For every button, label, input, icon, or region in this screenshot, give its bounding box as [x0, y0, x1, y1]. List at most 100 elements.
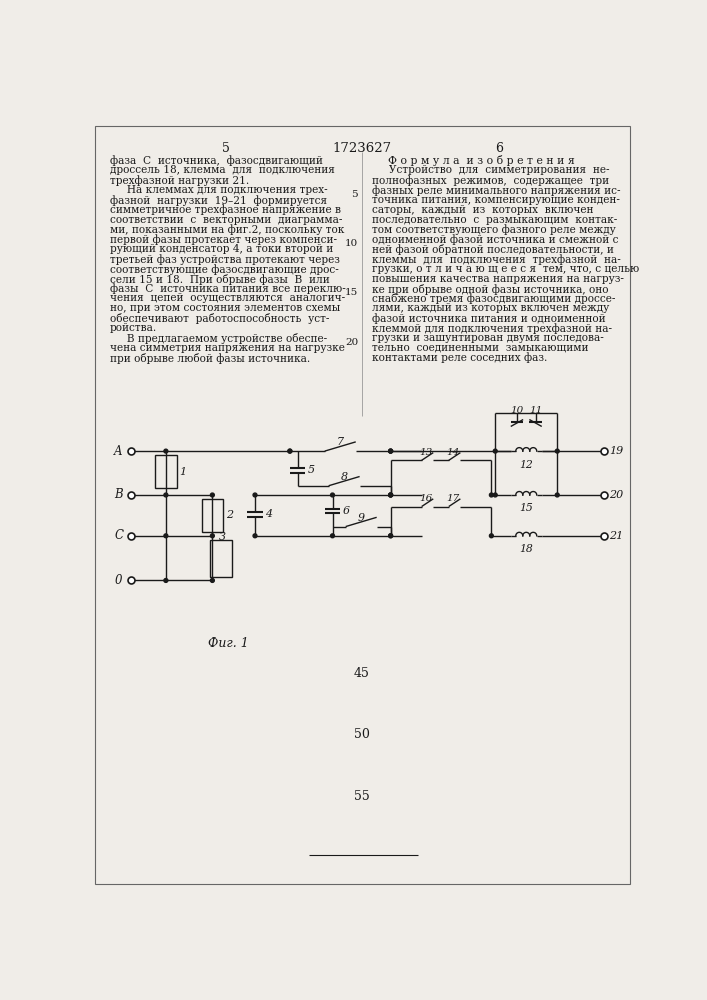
Text: B: B [115, 488, 123, 501]
Text: третьей фаз устройства протекают через: третьей фаз устройства протекают через [110, 254, 340, 265]
Text: 14: 14 [446, 448, 460, 457]
Text: 8: 8 [341, 472, 348, 482]
Circle shape [253, 493, 257, 497]
Text: Ф о р м у л а  и з о б р е т е н и я: Ф о р м у л а и з о б р е т е н и я [388, 155, 575, 166]
Text: ройства.: ройства. [110, 323, 158, 333]
Text: Устройство  для  симметрирования  не-: Устройство для симметрирования не- [372, 165, 609, 175]
Bar [155, 455, 177, 488]
Text: 1723627: 1723627 [332, 142, 392, 155]
Text: первой фазы протекает через компенси-: первой фазы протекает через компенси- [110, 234, 337, 245]
Text: 5: 5 [221, 142, 230, 155]
Text: полнофазных  режимов,  содержащее  три: полнофазных режимов, содержащее три [372, 175, 609, 186]
Text: ней фазой обратной последовательности, и: ней фазой обратной последовательности, и [372, 244, 614, 255]
Text: 45: 45 [354, 667, 370, 680]
Text: 5: 5 [308, 465, 315, 475]
Text: 19: 19 [609, 446, 624, 456]
Text: 5: 5 [351, 190, 358, 199]
Text: 15: 15 [520, 503, 533, 513]
Circle shape [253, 534, 257, 538]
Text: 2: 2 [226, 510, 233, 520]
Text: снабжено тремя фазосдвигающими дроссе-: снабжено тремя фазосдвигающими дроссе- [372, 293, 615, 304]
Circle shape [389, 449, 392, 453]
Circle shape [389, 449, 392, 453]
Text: грузки и зашунтирован двумя последова-: грузки и зашунтирован двумя последова- [372, 333, 604, 343]
Text: 18: 18 [520, 544, 533, 554]
Circle shape [288, 449, 292, 453]
Circle shape [164, 579, 168, 582]
Text: повышения качества напряжения на нагруз-: повышения качества напряжения на нагруз- [372, 274, 624, 284]
Circle shape [211, 534, 214, 538]
Text: 10: 10 [510, 406, 524, 415]
Text: 16: 16 [419, 494, 432, 503]
Circle shape [389, 493, 392, 497]
Text: 21: 21 [609, 531, 624, 541]
Text: 4: 4 [265, 509, 272, 519]
Text: обеспечивают  работоспособность  уст-: обеспечивают работоспособность уст- [110, 313, 329, 324]
Text: На клеммах для подключения трех-: На клеммах для подключения трех- [110, 185, 328, 195]
Text: контактами реле соседних фаз.: контактами реле соседних фаз. [372, 353, 547, 363]
Text: ке при обрыве одной фазы источника, оно: ке при обрыве одной фазы источника, оно [372, 284, 609, 295]
Text: фазы  С  источника питания все переклю-: фазы С источника питания все переклю- [110, 284, 346, 294]
Circle shape [389, 493, 392, 497]
Circle shape [389, 449, 392, 453]
Text: 20: 20 [609, 490, 624, 500]
Bar [201, 499, 223, 532]
Text: фазных реле минимального напряжения ис-: фазных реле минимального напряжения ис- [372, 185, 621, 196]
Circle shape [489, 493, 493, 497]
Circle shape [493, 449, 497, 453]
Text: 17: 17 [446, 494, 460, 503]
Circle shape [389, 534, 392, 538]
Text: 55: 55 [354, 790, 370, 803]
Circle shape [389, 534, 392, 538]
Text: рующий конденсатор 4, а токи второй и: рующий конденсатор 4, а токи второй и [110, 244, 333, 254]
Text: 15: 15 [345, 288, 358, 297]
Circle shape [211, 579, 214, 582]
Text: 13: 13 [419, 448, 432, 457]
Text: A: A [115, 445, 123, 458]
Text: В предлагаемом устройстве обеспе-: В предлагаемом устройстве обеспе- [110, 333, 327, 344]
Circle shape [331, 534, 334, 538]
Text: 20: 20 [345, 338, 358, 347]
Text: тельно  соединенными  замыкающими: тельно соединенными замыкающими [372, 343, 588, 353]
Circle shape [493, 493, 497, 497]
Text: клеммой для подключения трехфазной на-: клеммой для подключения трехфазной на- [372, 323, 612, 334]
Text: дроссель 18, клемма  для  подключения: дроссель 18, клемма для подключения [110, 165, 335, 175]
Text: лями, каждый из которых включен между: лями, каждый из которых включен между [372, 303, 609, 313]
Circle shape [164, 449, 168, 453]
Text: 3: 3 [218, 532, 226, 542]
Text: симметричное трехфазное напряжение в: симметричное трехфазное напряжение в [110, 205, 341, 215]
Text: фаза  С  источника,  фазосдвигающий: фаза С источника, фазосдвигающий [110, 155, 323, 166]
Text: 1: 1 [179, 467, 186, 477]
Circle shape [288, 449, 292, 453]
Text: трехфазной нагрузки 21.: трехфазной нагрузки 21. [110, 175, 250, 186]
Circle shape [489, 534, 493, 538]
Text: при обрыве любой фазы источника.: при обрыве любой фазы источника. [110, 353, 310, 364]
Text: Фиг. 1: Фиг. 1 [209, 637, 250, 650]
Text: 10: 10 [345, 239, 358, 248]
Text: соответствии  с  векторными  диаграмма-: соответствии с векторными диаграмма- [110, 215, 342, 225]
Circle shape [331, 493, 334, 497]
Circle shape [555, 449, 559, 453]
Text: соответствующие фазосдвигающие дрос-: соответствующие фазосдвигающие дрос- [110, 264, 339, 275]
Text: C: C [114, 529, 123, 542]
Text: сели 15 и 18.  При обрыве фазы  В  или: сели 15 и 18. При обрыве фазы В или [110, 274, 330, 285]
Text: клеммы  для  подключения  трехфазной  на-: клеммы для подключения трехфазной на- [372, 254, 621, 265]
Text: 9: 9 [358, 513, 365, 523]
Circle shape [211, 493, 214, 497]
Circle shape [389, 493, 392, 497]
Text: 6: 6 [495, 142, 503, 155]
Text: том соответствующего фазного реле между: том соответствующего фазного реле между [372, 224, 616, 235]
Text: чения  цепей  осуществляются  аналогич-: чения цепей осуществляются аналогич- [110, 293, 345, 303]
Text: но, при этом состояния элементов схемы: но, при этом состояния элементов схемы [110, 303, 340, 313]
Text: 0: 0 [115, 574, 122, 587]
Text: точника питания, компенсирующие конден-: точника питания, компенсирующие конден- [372, 195, 620, 205]
Text: 7: 7 [337, 437, 344, 447]
Text: саторы,  каждый  из  которых  включен: саторы, каждый из которых включен [372, 205, 593, 215]
Circle shape [164, 534, 168, 538]
Text: фазой источника питания и одноименной: фазой источника питания и одноименной [372, 313, 606, 324]
Text: ми, показанными на фиг.2, поскольку ток: ми, показанными на фиг.2, поскольку ток [110, 224, 344, 235]
Text: чена симметрия напряжения на нагрузке: чена симметрия напряжения на нагрузке [110, 343, 345, 353]
Bar [210, 540, 232, 577]
Text: 6: 6 [343, 506, 350, 516]
Text: грузки, о т л и ч а ю щ е е с я  тем, что, с целью: грузки, о т л и ч а ю щ е е с я тем, что… [372, 264, 639, 274]
